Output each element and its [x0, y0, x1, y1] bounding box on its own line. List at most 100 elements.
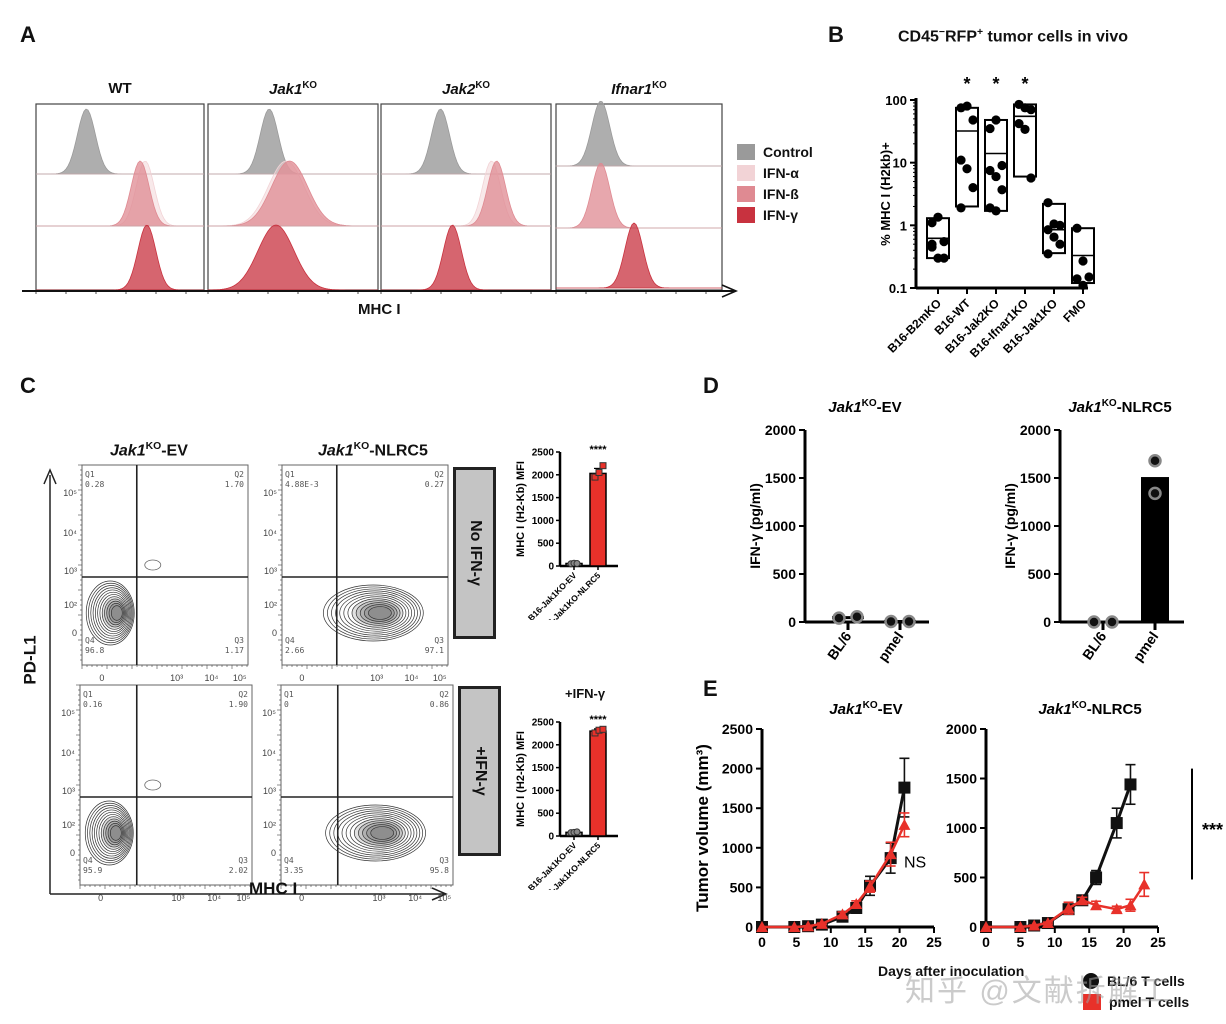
y-tick-label: 0: [548, 832, 554, 843]
panel-a-legend: Control IFN-α IFN-ß IFN-γ: [737, 141, 813, 225]
title-suffix: -NLRC5: [1117, 399, 1172, 416]
data-point: [573, 828, 581, 836]
panel-c-x-axis-label: MHC I: [249, 879, 298, 898]
x-tick-label: 10⁴: [405, 673, 419, 683]
title-gene: Jak1: [110, 442, 146, 460]
y-tick-label: 10²: [263, 820, 276, 830]
quadrant-value: 0.86: [430, 700, 449, 709]
data-point-triangle: [1028, 919, 1041, 931]
data-point: [933, 212, 943, 222]
title-sup: +: [976, 27, 984, 38]
quadrant-label: Q1: [284, 690, 294, 699]
data-point: [939, 237, 949, 247]
histogram-ifn: [207, 224, 378, 291]
title-sup: KO: [302, 80, 317, 91]
y-tick-label: 1500: [722, 800, 753, 816]
data-point: [956, 203, 966, 213]
y-tick-label: 10²: [64, 600, 77, 610]
y-tick-label: 1000: [765, 518, 796, 534]
data-point-triangle: [1124, 899, 1137, 911]
y-tick-label: 2500: [532, 448, 555, 459]
data-point: [968, 183, 978, 193]
quadrant-value: 95.8: [430, 866, 449, 875]
y-tick-label: 500: [537, 539, 554, 550]
panel-c-bar-top-label: +IFN-γ: [565, 686, 606, 701]
title-gene: Jak1: [318, 442, 354, 460]
quadrant-label: Q3: [238, 856, 248, 865]
contour-line: [362, 822, 400, 844]
data-point: [1072, 274, 1082, 284]
panel-b-title: CD45−RFP+ tumor cells in vivo: [898, 27, 1128, 46]
legend-label: IFN-α: [763, 164, 799, 181]
watermark: 知乎 @文献拆解工: [905, 975, 1172, 1008]
quadrant-label: Q2: [234, 470, 244, 479]
title-gene: Jak1: [1038, 701, 1071, 718]
flow-plot-frame: [280, 684, 454, 886]
x-tick-label: 10⁴: [207, 893, 221, 903]
data-point: [1055, 239, 1065, 249]
title-sup: KO: [353, 441, 370, 452]
legend-item: IFN-α: [737, 162, 813, 183]
legend-item: Control: [737, 141, 813, 162]
y-tick-label: 500: [954, 870, 978, 886]
panel-letter-c: C: [20, 373, 36, 398]
data-point-triangle: [884, 848, 897, 860]
quadrant-label: Q4: [285, 636, 295, 645]
data-point: [991, 115, 1001, 125]
x-tick-label: 10⁵: [438, 893, 452, 903]
contour-line: [333, 808, 421, 858]
title-gene: Jak1: [829, 701, 862, 718]
y-tick-label: 1000: [532, 516, 555, 527]
contour-line: [104, 598, 126, 628]
data-point-triangle: [898, 818, 911, 830]
contour-line: [343, 594, 410, 632]
y-tick-label: 10⁵: [61, 708, 75, 718]
data-point-triangle: [1041, 917, 1054, 929]
data-point: [1148, 453, 1162, 468]
y-tick-label: 1500: [532, 763, 555, 774]
data-point: [1014, 119, 1024, 129]
x-tick-label: 0: [98, 893, 103, 903]
quadrant-value: 4.88E-3: [285, 480, 319, 489]
legend-label: BL/6 T cells: [1107, 972, 1185, 989]
arrow-head-icon: [43, 468, 57, 485]
contour-line: [99, 594, 129, 632]
significance-star: *: [992, 74, 999, 94]
legend-item: IFN-γ: [737, 204, 813, 225]
contour-line: [110, 605, 123, 621]
x-tick-label: BL/6: [824, 628, 855, 662]
data-point: [997, 185, 1007, 195]
quadrant-value: 97.1: [425, 646, 444, 655]
title-sup: KO: [863, 700, 878, 711]
title-part: tumor cells in vivo: [983, 28, 1129, 46]
flow-plot-frame: [281, 464, 449, 666]
series-line: [986, 883, 1146, 929]
quadrant-value: 1.70: [225, 480, 244, 489]
quadrant-value: 95.9: [83, 866, 102, 875]
data-point: [1148, 486, 1162, 501]
legend-label: pmel T cells: [1109, 993, 1190, 1010]
y-axis-label: IFN-γ (pg/ml): [1002, 483, 1018, 569]
panel-letter-d: D: [703, 373, 719, 398]
legend-label: IFN-γ: [763, 206, 798, 223]
x-tick-label: 15: [1081, 934, 1097, 950]
y-tick-label: 10³: [62, 786, 75, 796]
flow-plot-frame: [81, 464, 249, 666]
contour-line: [322, 584, 424, 642]
y-axis-label: IFN-γ (pg/ml): [747, 483, 763, 569]
contour-line: [339, 592, 413, 634]
x-tick-label: FMO: [1060, 296, 1089, 325]
data-point: [1026, 173, 1036, 183]
data-point-triangle: [864, 880, 877, 892]
data-point: [850, 609, 864, 624]
quadrant-label: Q3: [234, 636, 244, 645]
significance-stars: ****: [589, 444, 607, 456]
contour-line: [345, 814, 412, 852]
y-tick-label: 10⁴: [262, 748, 276, 758]
legend-item-bl6: BL/6 T cells: [1083, 970, 1189, 991]
data-point-triangle: [802, 920, 815, 932]
contour-line: [89, 805, 132, 861]
y-tick-label: 1000: [532, 786, 555, 797]
